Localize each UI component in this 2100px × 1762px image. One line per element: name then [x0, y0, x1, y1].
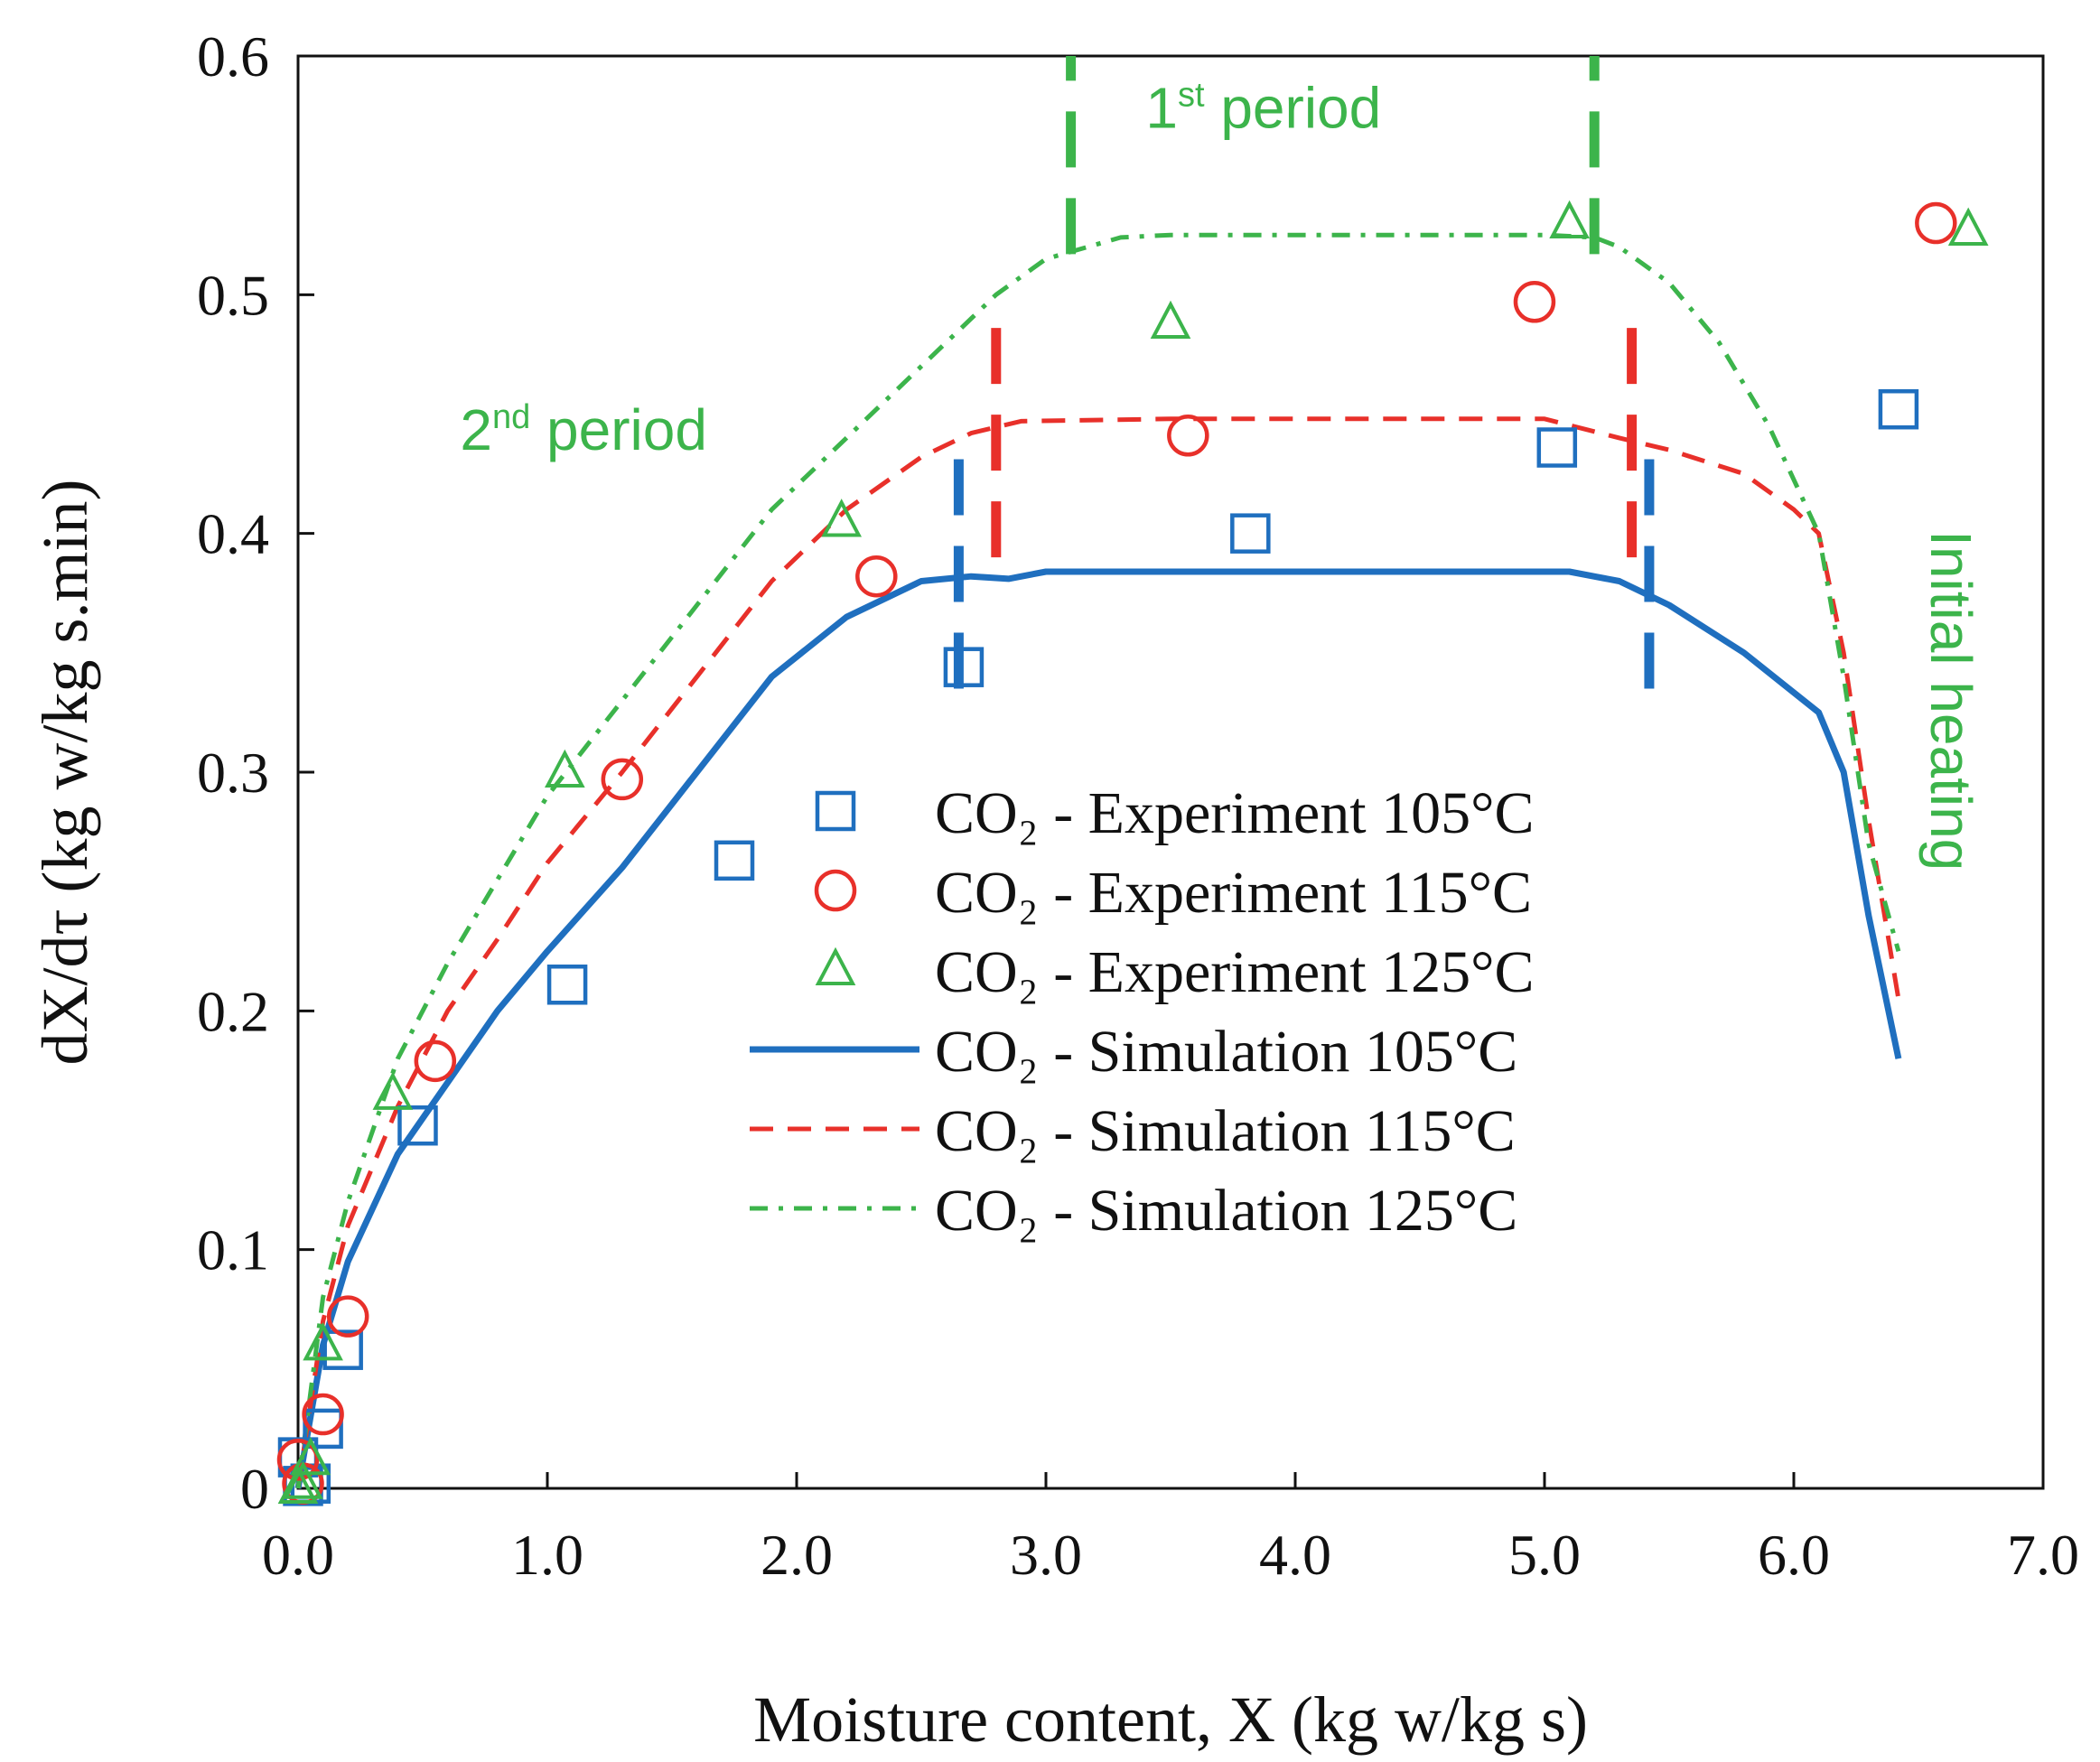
legend-label: CO₂ - Experiment 115°C — [935, 860, 1532, 926]
data-point — [601, 758, 644, 801]
legend-label: CO₂ - Simulation 115°C — [935, 1098, 1516, 1164]
legend-marker — [815, 946, 856, 985]
data-point — [546, 965, 588, 1005]
data-point — [277, 1465, 319, 1504]
data-point — [372, 1071, 414, 1110]
legend-label: CO₂ - Experiment 125°C — [935, 939, 1534, 1005]
data-point — [397, 1105, 438, 1146]
x-tick-label: 3.0 — [1010, 1523, 1082, 1587]
data-point — [1230, 513, 1271, 554]
annotation-label: 1st period — [1145, 75, 1381, 140]
x-tick-label: 5.0 — [1508, 1523, 1581, 1587]
y-tick-label: 0.2 — [197, 979, 269, 1043]
legend-label: CO₂ - Experiment 105°C — [935, 780, 1534, 846]
data-point — [855, 555, 898, 598]
data-point — [326, 1295, 369, 1338]
annotation-superscript: nd — [492, 398, 530, 436]
y-tick-label: 0 — [240, 1457, 269, 1521]
data-point — [1513, 281, 1556, 323]
data-point — [1150, 300, 1191, 340]
data-point — [1878, 388, 1919, 430]
data-point — [303, 1408, 343, 1450]
data-point — [714, 840, 755, 881]
annotation-label: Initial heating — [1918, 530, 1983, 871]
x-tick-label: 7.0 — [2007, 1523, 2079, 1587]
annotation-superscript: st — [1178, 76, 1205, 114]
data-point — [290, 1436, 331, 1476]
annotation-rest: period — [530, 397, 707, 462]
data-point — [545, 749, 585, 788]
x-tick-label: 0.0 — [262, 1523, 334, 1587]
series-line — [295, 416, 1901, 1489]
data-point — [943, 647, 985, 687]
series-line — [294, 568, 1902, 1489]
data-point — [1167, 415, 1209, 457]
plot-frame — [296, 54, 2045, 1490]
y-tick-label: 0.1 — [197, 1218, 269, 1282]
annotation-main: 1 — [1145, 75, 1178, 140]
data-point — [1915, 201, 1957, 245]
legend-label: CO₂ - Simulation 125°C — [935, 1178, 1517, 1244]
x-axis-title: Moisture content, X (kg w/kg s) — [753, 1683, 1588, 1756]
x-tick-label: 1.0 — [511, 1523, 583, 1587]
data-point — [302, 1393, 344, 1436]
legend-label: CO₂ - Simulation 105°C — [935, 1019, 1517, 1085]
annotation-label: 2nd period — [460, 397, 707, 462]
data-point — [283, 1460, 323, 1499]
data-point — [303, 1322, 343, 1361]
data-point — [1947, 207, 1989, 246]
y-tick-label: 0.3 — [197, 741, 269, 805]
legend-marker — [814, 869, 857, 912]
annotation-rest: period — [1205, 75, 1382, 140]
data-point — [1536, 427, 1578, 468]
data-point — [322, 1329, 363, 1370]
x-tick-label: 2.0 — [761, 1523, 833, 1587]
data-point — [276, 1439, 320, 1481]
data-point — [414, 1039, 457, 1083]
y-axis-title: dX/dτ (kg w/kg s.min) — [29, 480, 101, 1066]
annotation-main: 2 — [460, 397, 492, 462]
legend-marker — [815, 790, 856, 832]
y-tick-label: 0.5 — [197, 263, 269, 327]
y-tick-label: 0.6 — [197, 24, 269, 89]
data-point — [821, 499, 862, 537]
y-tick-label: 0.4 — [197, 502, 269, 566]
data-point — [1549, 200, 1590, 239]
x-tick-label: 6.0 — [1758, 1523, 1830, 1587]
x-tick-label: 4.0 — [1259, 1523, 1331, 1587]
